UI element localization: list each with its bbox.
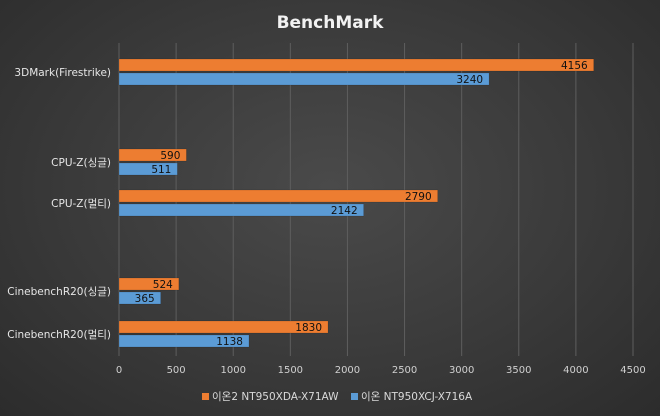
chart-title: BenchMark — [277, 13, 385, 33]
data-label: 1138 — [216, 336, 243, 348]
category-labels: 3DMark(Firestrike) CPU-Z(싱글) CPU-Z(멀티) Cine… — [7, 67, 111, 341]
data-label: 3240 — [456, 74, 483, 86]
category-label: CPU-Z(싱글) — [51, 157, 111, 169]
category-label: 3DMark(Firestrike) — [14, 67, 111, 79]
legend: 이온2 NT950XDA-X71AW 이온 NT950XCJ-X716A — [202, 391, 473, 403]
data-label: 590 — [160, 150, 180, 162]
x-axis-ticks: 0 500 1000 1500 2000 2500 3000 3500 4000 4500 — [116, 365, 646, 376]
category-label: CPU-Z(멀티) — [51, 197, 111, 210]
category-label: CinebenchR20(싱글) — [7, 286, 111, 298]
bar-series1 — [118, 277, 180, 291]
data-label: 1830 — [295, 322, 322, 334]
data-label: 365 — [135, 293, 155, 305]
bars: 4156 3240 590 511 2790 2142 524 365 1830 1138 — [118, 58, 594, 348]
x-tick-label: 4000 — [563, 365, 588, 376]
data-label: 511 — [151, 164, 171, 176]
x-tick-label: 2500 — [392, 365, 417, 376]
x-tick-label: 1500 — [278, 365, 303, 376]
x-tick-label: 1000 — [220, 365, 245, 376]
bar-series1 — [118, 189, 438, 203]
legend-label: 이온2 NT950XDA-X71AW — [212, 391, 339, 403]
x-tick-label: 4500 — [620, 365, 645, 376]
x-tick-label: 500 — [167, 365, 186, 376]
legend-label: 이온 NT950XCJ-X716A — [361, 391, 473, 403]
bar-series2 — [118, 291, 161, 305]
bar-series2 — [118, 203, 364, 217]
data-label: 524 — [153, 279, 173, 291]
x-tick-label: 0 — [116, 365, 122, 376]
legend-swatch — [351, 393, 358, 400]
data-label: 2142 — [331, 205, 358, 217]
data-label: 4156 — [561, 60, 588, 72]
x-tick-label: 3000 — [449, 365, 474, 376]
category-label: CinebenchR20(멀티) — [7, 328, 111, 341]
data-label: 2790 — [405, 191, 432, 203]
legend-swatch — [202, 393, 209, 400]
bar-series2 — [118, 334, 250, 348]
bar-series1 — [118, 320, 329, 334]
x-tick-label: 3500 — [506, 365, 531, 376]
bar-series1 — [118, 148, 187, 162]
x-tick-label: 2000 — [335, 365, 360, 376]
bar-series2 — [118, 72, 490, 86]
bar-series2 — [118, 162, 178, 176]
bar-series1 — [118, 58, 594, 72]
